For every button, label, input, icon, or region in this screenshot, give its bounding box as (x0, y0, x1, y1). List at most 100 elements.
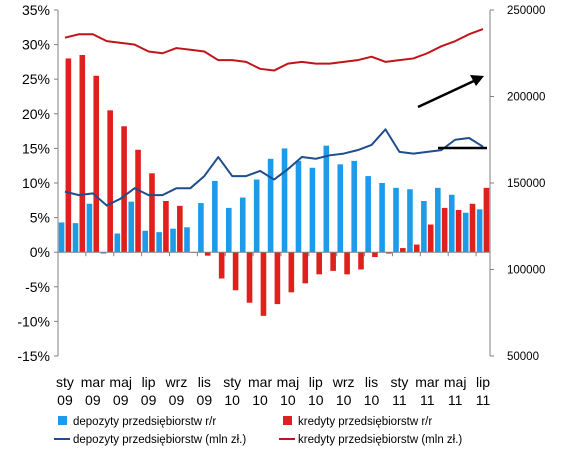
bar-deposits-1 (72, 223, 79, 253)
x-tick-label-7-month: mar (248, 374, 272, 390)
x-tick-label-5-year: 09 (197, 392, 213, 408)
bar-loans-20 (344, 252, 350, 275)
bar-loans-3 (107, 110, 113, 253)
bar-loans-24 (400, 248, 406, 253)
y-left-tick-label-0: 35% (22, 2, 50, 18)
legend: depozyty przedsiębiorstw r/r kredyty prze… (54, 416, 462, 446)
bar-loans-4 (121, 126, 127, 253)
bar-deposits-19 (323, 145, 330, 253)
lines-layer (64, 28, 484, 207)
x-tick-label-1-month: mar (81, 374, 105, 390)
bar-deposits-2 (86, 203, 93, 253)
bar-loans-17 (302, 252, 309, 284)
x-tick-label-7-year: 10 (252, 392, 268, 408)
bar-deposits-13 (239, 197, 246, 253)
bar-loans-27 (441, 207, 448, 253)
bar-loans-25 (413, 244, 420, 253)
bar-deposits-4 (114, 233, 121, 253)
bar-deposits-15 (267, 158, 274, 253)
bar-deposits-30 (476, 209, 483, 253)
y-left-tick-label-7: 0% (30, 244, 50, 260)
bar-loans-21 (358, 252, 364, 270)
bar-deposits-12 (225, 207, 232, 253)
y-right-tick-label-3: 100000 (507, 265, 545, 277)
bar-deposits-8 (170, 228, 176, 253)
bar-loans-26 (427, 224, 434, 253)
bar-deposits-21 (351, 160, 358, 253)
bar-deposits-20 (337, 164, 344, 253)
x-tick-label-12-month: sty (390, 374, 408, 390)
bars-layer (58, 54, 490, 316)
x-tick-label-5-month: lis (198, 374, 211, 390)
bar-deposits-24 (393, 187, 399, 253)
x-tick-label-12-year: 11 (392, 392, 407, 408)
y-right-tick-label-2: 150000 (507, 178, 545, 190)
legend-label-1: kredyty przedsiębiorstw r/r (298, 416, 432, 428)
x-tick-label-10-month: wrz (332, 374, 355, 390)
bar-loans-10 (204, 252, 211, 256)
y-left-tick-label-3: 20% (22, 106, 50, 122)
bar-loans-0 (65, 58, 72, 253)
y-left-tick-label-8: -5% (25, 279, 50, 295)
y-right-tick-label-4: 50000 (507, 351, 539, 363)
bar-loans-30 (483, 187, 490, 253)
x-tick-label-13-month: mar (415, 374, 439, 390)
legend-marker-0 (58, 416, 67, 425)
y-left-tick-label-9: -10% (17, 313, 50, 329)
x-tick-label-2-year: 09 (113, 392, 129, 408)
x-tick-label-4-month: wrz (165, 374, 188, 390)
trend-arrow-head (470, 75, 484, 86)
bar-deposits-17 (295, 160, 302, 253)
x-tick-label-15-month: lip (476, 374, 490, 390)
bar-loans-23 (386, 252, 392, 254)
x-tick-label-11-year: 10 (364, 392, 380, 408)
x-tick-label-11-month: lis (365, 374, 378, 390)
legend-marker-1 (283, 416, 292, 425)
bar-loans-15 (274, 252, 281, 305)
y-left-tick-label-2: 25% (22, 71, 50, 87)
bar-loans-16 (288, 252, 295, 293)
bar-deposits-25 (407, 189, 413, 253)
bar-loans-29 (469, 203, 476, 253)
bar-loans-8 (177, 205, 183, 253)
ticks-layer: 35% 30% 25% 20% 15% 10% 5% 0% -5% -10% -15% 250000 2… (17, 2, 545, 408)
y-left-tick-label-5: 10% (22, 175, 50, 191)
x-tick-label-0-year: 09 (57, 392, 73, 408)
bar-loans-22 (372, 252, 378, 258)
annotations-layer (417, 75, 487, 150)
trend-arrow-shaft (417, 78, 477, 109)
x-tick-label-3-year: 09 (141, 392, 157, 408)
line-deposits-mln (64, 128, 484, 207)
x-tick-label-15-year: 11 (476, 392, 491, 408)
bar-loans-19 (330, 252, 336, 271)
bar-deposits-3 (100, 252, 107, 254)
bar-deposits-0 (58, 222, 65, 253)
y-right-tick-label-0: 250000 (507, 5, 545, 17)
x-tick-label-4-year: 09 (169, 392, 185, 408)
bar-deposits-23 (379, 183, 385, 253)
x-tick-label-9-month: lip (309, 374, 323, 390)
x-tick-label-9-year: 10 (308, 392, 324, 408)
bar-loans-1 (79, 54, 86, 253)
bar-loans-13 (246, 252, 253, 303)
bar-deposits-5 (128, 201, 135, 253)
x-tick-label-0-month: sty (56, 374, 74, 390)
x-tick-label-14-month: maj (444, 374, 467, 390)
bar-deposits-10 (198, 203, 204, 253)
bar-deposits-9 (184, 227, 190, 253)
bar-deposits-7 (156, 232, 162, 253)
bar-deposits-11 (212, 180, 218, 253)
legend-label-0: depozyty przedsiębiorstw r/r (73, 416, 216, 428)
bar-loans-28 (455, 209, 462, 253)
bar-deposits-26 (421, 200, 427, 253)
x-tick-label-8-year: 10 (280, 392, 296, 408)
bar-deposits-18 (309, 167, 316, 253)
y-left-tick-label-1: 30% (22, 37, 50, 53)
x-tick-label-10-year: 10 (336, 392, 352, 408)
legend-label-3: kredyty przedsiębiorstw (mln zł.) (298, 434, 462, 446)
bar-deposits-27 (435, 187, 441, 253)
y-left-tick-label-4: 15% (22, 140, 50, 156)
y-right-tick-label-1: 200000 (507, 92, 545, 104)
